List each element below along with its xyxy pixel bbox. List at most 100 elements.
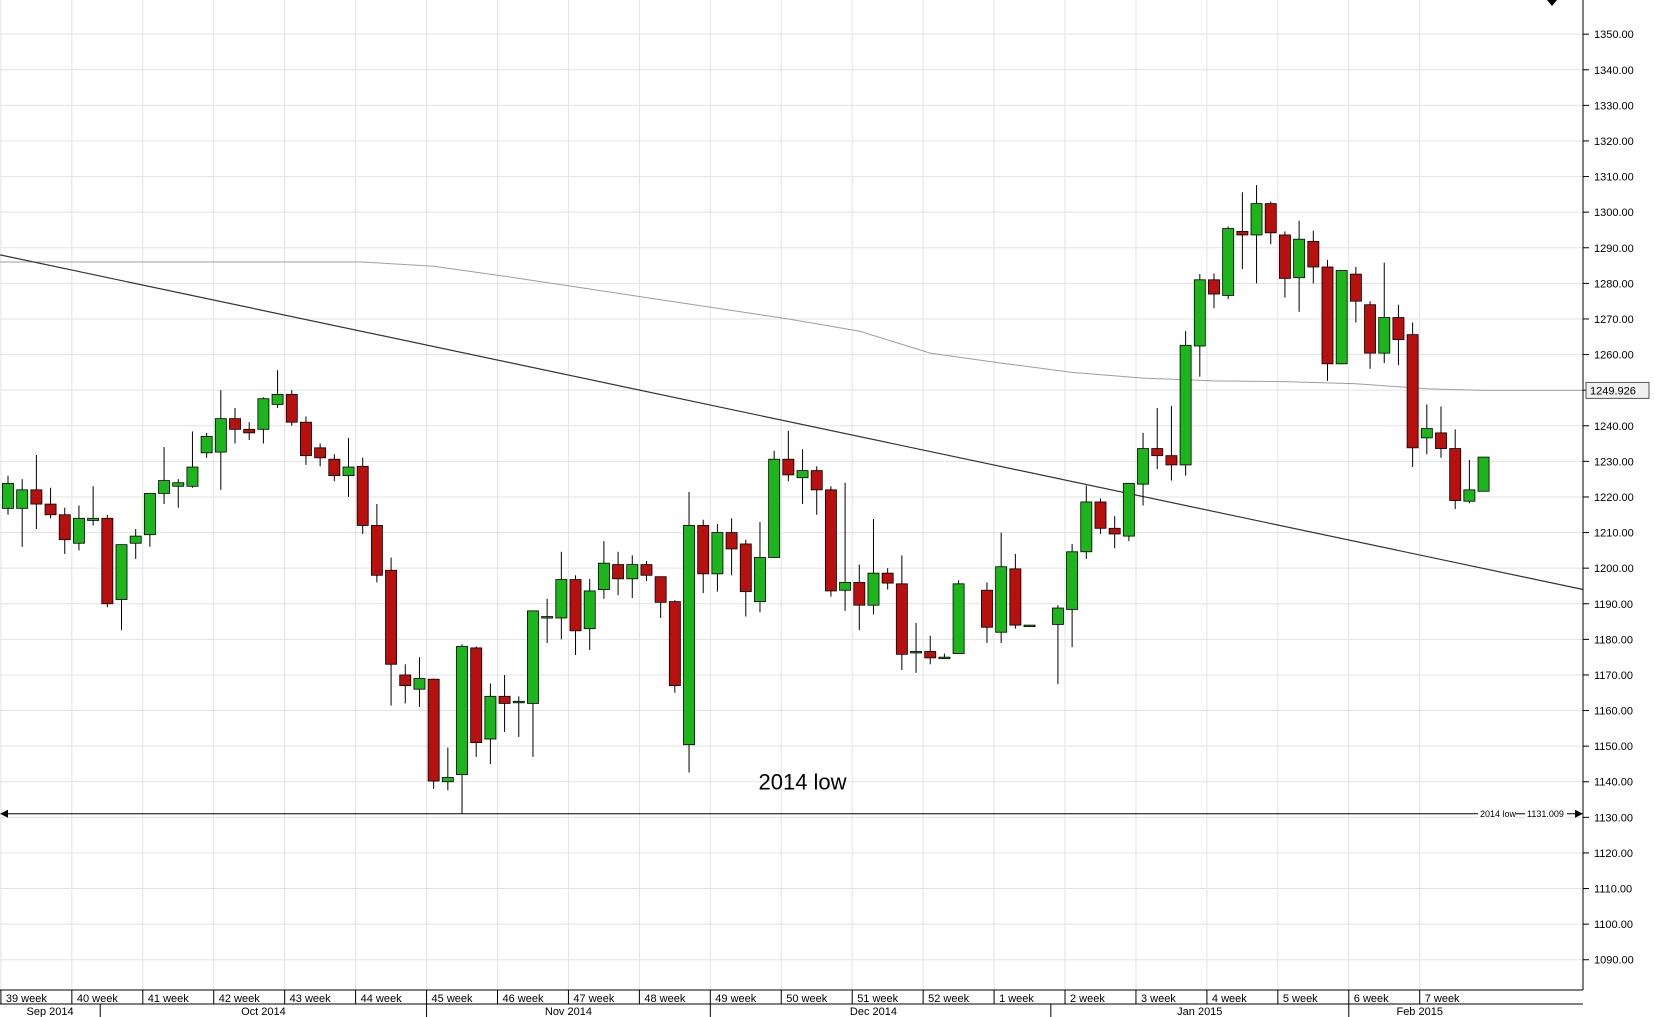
candle: [1435, 406, 1447, 458]
candle-body: [470, 647, 483, 743]
candle: [200, 432, 213, 458]
candle: [668, 600, 681, 693]
candle-body: [626, 564, 639, 580]
candle: [569, 575, 582, 656]
support-line-layer: 2014 low 1131.009 2014 low: [0, 770, 1583, 819]
week-label: 4 week: [1212, 993, 1247, 1005]
candle-body: [981, 589, 993, 628]
candle-body: [810, 470, 823, 491]
candle-body: [824, 489, 837, 592]
week-label: 7 week: [1425, 993, 1460, 1005]
y-axis-tick-label: 1120.00: [1594, 848, 1633, 860]
trendline-resistance: [0, 254, 1584, 591]
candle: [1222, 226, 1235, 300]
y-axis-tick-label: 1200.00: [1594, 563, 1634, 575]
candle: [1392, 304, 1405, 366]
candle-body: [484, 695, 497, 740]
week-label: 42 week: [219, 993, 260, 1005]
y-axis: 1090.00 1100.00 1110.00 1120.00 1130.00 1140.…: [1582, 0, 1655, 1017]
moving-average-layer: [0, 261, 1583, 391]
candle-body: [512, 700, 525, 704]
month-label: Oct 2014: [241, 1006, 286, 1017]
candle-body: [1293, 238, 1306, 279]
candle: [1023, 624, 1036, 628]
candle-body: [1051, 607, 1064, 625]
candle-body: [1449, 448, 1462, 501]
candle-body: [101, 517, 114, 605]
candle: [981, 582, 993, 643]
moving-average-value-tag: 1249.926: [1585, 381, 1650, 399]
candle: [839, 482, 852, 611]
candle-body: [1378, 317, 1391, 354]
candle-body: [1009, 568, 1022, 626]
week-label: 6 week: [1354, 993, 1389, 1005]
candle: [612, 551, 625, 596]
y-axis-tick-label: 1260.00: [1594, 350, 1634, 362]
candle-body: [555, 579, 568, 619]
week-label: 40 week: [77, 993, 118, 1005]
candle-body: [243, 428, 256, 434]
candle-body: [385, 569, 398, 665]
candle: [129, 528, 142, 559]
y-axis-tick-label: 1240.00: [1594, 421, 1634, 433]
candle: [725, 518, 738, 576]
candle-body: [1108, 527, 1121, 535]
y-axis-tick-label: 1140.00: [1594, 777, 1633, 789]
candle-body: [853, 581, 866, 606]
scroll-end-marker-icon[interactable]: [1547, 0, 1557, 6]
candle-body: [754, 557, 766, 603]
candle: [1208, 273, 1220, 309]
candle: [1293, 220, 1306, 312]
y-axis-tick-label: 1180.00: [1594, 634, 1633, 646]
week-label: 43 week: [290, 993, 331, 1005]
candles-layer: [2, 185, 1490, 814]
support-tag-label-bg: [1478, 807, 1516, 819]
candle-body: [668, 601, 681, 687]
candle-body: [541, 616, 554, 619]
candle: [370, 504, 383, 583]
week-label: 44 week: [361, 993, 402, 1005]
candle: [1122, 482, 1135, 542]
candle: [782, 430, 795, 482]
candle-body: [115, 544, 128, 600]
month-label: Jan 2015: [1177, 1006, 1222, 1017]
candle: [1193, 274, 1206, 377]
candle-body: [569, 579, 582, 632]
candle: [1477, 456, 1490, 492]
candle: [1080, 485, 1093, 559]
candle: [952, 580, 965, 654]
y-axis-tick-label: 1190.00: [1594, 599, 1633, 611]
candle: [1165, 405, 1178, 481]
candle-body: [143, 492, 156, 536]
candle-body: [1080, 501, 1093, 553]
candle-body: [1137, 448, 1149, 485]
candle: [768, 450, 781, 558]
candle-body: [1151, 448, 1164, 457]
month-label: Sep 2014: [27, 1006, 74, 1017]
month-label: Nov 2014: [545, 1006, 592, 1017]
week-label: 47 week: [573, 993, 614, 1005]
candle-body: [1179, 344, 1192, 466]
candle: [498, 674, 511, 732]
candle-body: [924, 651, 937, 659]
candle: [1051, 605, 1064, 685]
candle: [1349, 266, 1362, 323]
candle: [1108, 516, 1121, 549]
candle-body: [612, 564, 625, 580]
candle-body: [300, 421, 312, 457]
candle-body: [725, 532, 738, 550]
candle-body: [640, 564, 653, 576]
candle: [739, 539, 752, 617]
candle: [824, 486, 837, 597]
candle-body: [739, 543, 752, 593]
candle: [1378, 262, 1391, 364]
candle: [711, 524, 724, 592]
candle: [186, 431, 199, 488]
candle-body: [1364, 304, 1376, 354]
candle: [300, 416, 312, 465]
week-label: 50 week: [786, 993, 827, 1005]
candle: [867, 519, 880, 615]
y-axis-tick-label: 1160.00: [1594, 706, 1633, 718]
candle: [356, 457, 369, 534]
candle-body: [1023, 624, 1036, 628]
